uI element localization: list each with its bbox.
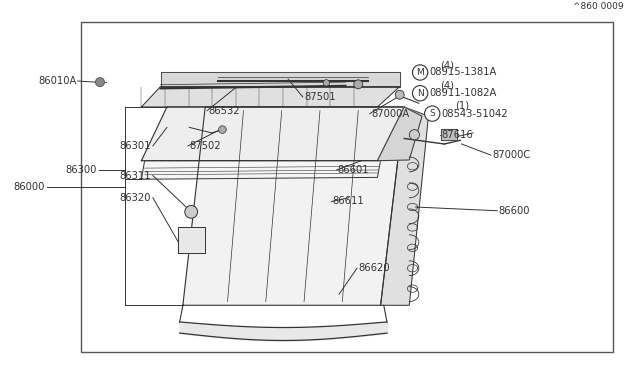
Text: 87000C: 87000C (492, 150, 531, 160)
Text: 86320: 86320 (120, 193, 151, 203)
Polygon shape (441, 129, 457, 140)
Text: 86601: 86601 (338, 165, 369, 175)
Polygon shape (141, 107, 404, 161)
Text: 86311: 86311 (120, 170, 151, 180)
Circle shape (95, 78, 104, 87)
Polygon shape (378, 107, 422, 161)
Polygon shape (141, 161, 381, 179)
Circle shape (219, 126, 227, 134)
Circle shape (323, 80, 330, 86)
Circle shape (354, 80, 363, 89)
Bar (81, 22, 613, 352)
Text: 86611: 86611 (333, 196, 365, 206)
Text: ^860 0009: ^860 0009 (573, 2, 624, 11)
Text: M: M (416, 68, 424, 77)
Text: 86000: 86000 (13, 182, 45, 192)
Text: 86301: 86301 (120, 141, 151, 151)
Polygon shape (381, 107, 428, 305)
Circle shape (185, 205, 198, 218)
Polygon shape (161, 72, 400, 87)
Text: (4): (4) (440, 60, 454, 70)
Circle shape (410, 130, 419, 140)
Polygon shape (183, 107, 404, 305)
Polygon shape (179, 227, 205, 253)
Text: 86300: 86300 (65, 165, 97, 175)
Text: 87501: 87501 (304, 92, 336, 102)
Text: S: S (429, 109, 435, 118)
Circle shape (424, 106, 440, 121)
Circle shape (412, 65, 428, 80)
Text: 08543-51042: 08543-51042 (441, 109, 508, 119)
Text: 86532: 86532 (209, 106, 240, 116)
Polygon shape (141, 87, 400, 107)
Text: (1): (1) (455, 101, 469, 111)
Text: 87502: 87502 (189, 141, 221, 151)
Text: 87616: 87616 (441, 130, 473, 140)
Circle shape (412, 86, 428, 101)
Text: (4): (4) (440, 81, 454, 91)
Text: 86010A: 86010A (38, 76, 76, 86)
Text: 86620: 86620 (358, 263, 390, 273)
Text: 86600: 86600 (499, 206, 530, 216)
Text: 87000A: 87000A (371, 109, 409, 119)
Text: 08915-1381A: 08915-1381A (429, 67, 497, 77)
Text: N: N (417, 89, 424, 98)
Circle shape (396, 90, 404, 99)
Text: 08911-1082A: 08911-1082A (429, 88, 497, 98)
